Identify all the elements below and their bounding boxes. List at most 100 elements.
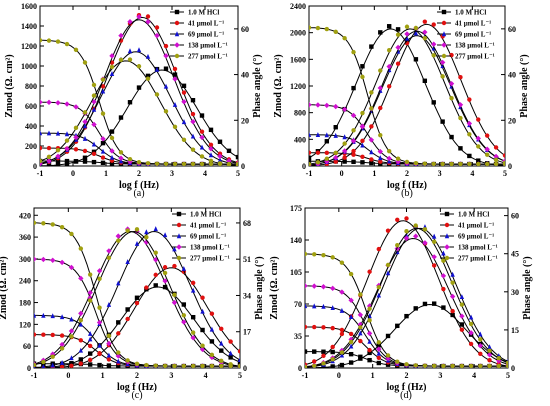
phase-data-point	[478, 337, 483, 342]
phase-data-point	[143, 239, 150, 245]
phase-data-point	[226, 162, 232, 166]
phase-data-point	[127, 19, 133, 25]
zmod-data-point	[376, 350, 382, 356]
plot-area	[34, 220, 240, 368]
y2-tick-label: 68	[243, 219, 251, 228]
zmod-data-point	[40, 38, 43, 43]
phase-data-point	[413, 233, 419, 239]
phase-data-point	[154, 25, 160, 30]
phase-data-point	[91, 93, 97, 98]
phase-data-point	[404, 232, 409, 238]
zmod-data-point	[360, 142, 365, 148]
phase-data-point	[199, 154, 205, 159]
phase-data-point	[134, 240, 140, 246]
y2-axis-label: Phase angle (°)	[252, 54, 263, 117]
phase-data-point	[46, 154, 52, 160]
zmod-data-point	[109, 148, 115, 154]
phase-data-point	[87, 289, 93, 296]
zmod-data-point	[87, 343, 93, 349]
phase-data-point	[172, 102, 178, 107]
phase-fit-line	[40, 51, 238, 165]
phase-data-point	[413, 25, 419, 31]
y-tick-label: 420	[19, 211, 31, 220]
phase-data-point	[360, 64, 365, 69]
zmod-data-point	[376, 360, 382, 366]
plot-area	[305, 216, 508, 368]
zmod-data-point	[106, 340, 112, 347]
phase-data-point	[200, 295, 205, 300]
zmod-data-point	[97, 342, 102, 348]
phase-data-point	[431, 22, 436, 27]
zmod-data-point	[348, 351, 354, 357]
zmod-data-point	[153, 363, 158, 368]
zmod-data-point	[91, 82, 97, 88]
phase-data-point	[64, 138, 70, 143]
phase-data-point	[377, 85, 383, 91]
zmod-data-point	[145, 161, 151, 166]
zmod-data-point	[100, 155, 106, 160]
phase-data-point	[59, 346, 65, 351]
zmod-data-point	[109, 154, 115, 160]
phase-data-point	[478, 331, 483, 337]
zmod-data-point	[369, 160, 374, 166]
zmod-data-point	[459, 363, 465, 368]
phase-data-point	[217, 161, 223, 166]
zmod-data-point	[395, 156, 401, 161]
phase-data-point	[144, 229, 149, 235]
legend-entry: 69 µmol L⁻¹	[190, 233, 226, 241]
phase-data-point	[467, 97, 472, 102]
phase-data-point	[46, 158, 52, 164]
phase-data-point	[487, 358, 492, 363]
phase-fit-line	[305, 220, 508, 367]
phase-data-point	[422, 240, 428, 246]
phase-data-point	[109, 64, 115, 70]
zmod-data-point	[50, 257, 56, 263]
y-tick-label: 300	[19, 255, 31, 264]
phase-data-point	[350, 138, 357, 144]
legend-entry: 1.0 M HCl	[458, 211, 489, 219]
phase-data-point	[369, 90, 374, 95]
phase-data-point	[505, 360, 508, 365]
phase-data-point	[109, 71, 115, 76]
y-tick-label: 1200	[290, 82, 306, 91]
zmod-data-point	[378, 133, 383, 138]
x-tick-label: 5	[238, 371, 242, 380]
phase-data-point	[69, 361, 74, 366]
phase-data-point	[502, 160, 505, 166]
phase-data-point	[64, 161, 70, 166]
legend-entry: 277 µmol L⁻¹	[188, 53, 228, 61]
zmod-data-point	[468, 363, 474, 368]
zmod-data-point	[309, 25, 312, 30]
phase-data-point	[97, 351, 102, 357]
zmod-data-point	[309, 132, 312, 137]
y-axis-label: Zmod (Ω. cm²)	[269, 256, 280, 320]
phase-data-point	[228, 362, 233, 367]
x-tick-label: 4	[472, 371, 476, 380]
phase-data-point	[162, 284, 168, 290]
zmod-data-point	[413, 363, 418, 368]
y2-axis-label: Phase angle (°)	[519, 54, 530, 117]
phase-data-point	[118, 32, 124, 39]
x-tick-label: 5	[506, 371, 510, 380]
zmod-data-point	[450, 363, 455, 368]
legend-marker	[441, 42, 447, 48]
zmod-data-point	[91, 151, 97, 157]
y2-tick-label: 17	[243, 328, 251, 337]
phase-data-point	[395, 61, 401, 66]
zmod-data-point	[144, 362, 149, 368]
zmod-data-point	[367, 357, 372, 363]
phase-data-point	[228, 355, 233, 360]
zmod-data-point	[118, 155, 124, 161]
zmod-fit-line	[305, 253, 508, 367]
phase-data-point	[190, 314, 196, 320]
zmod-data-point	[348, 331, 354, 337]
zmod-data-point	[305, 324, 308, 330]
zmod-data-point	[404, 362, 409, 367]
phase-data-point	[404, 216, 409, 221]
phase-data-point	[431, 301, 437, 306]
zmod-data-point	[484, 161, 490, 166]
zmod-data-point	[366, 330, 373, 337]
zmod-data-point	[172, 363, 177, 368]
zmod-data-point	[41, 332, 46, 337]
y-tick-label: 1600	[290, 55, 306, 64]
